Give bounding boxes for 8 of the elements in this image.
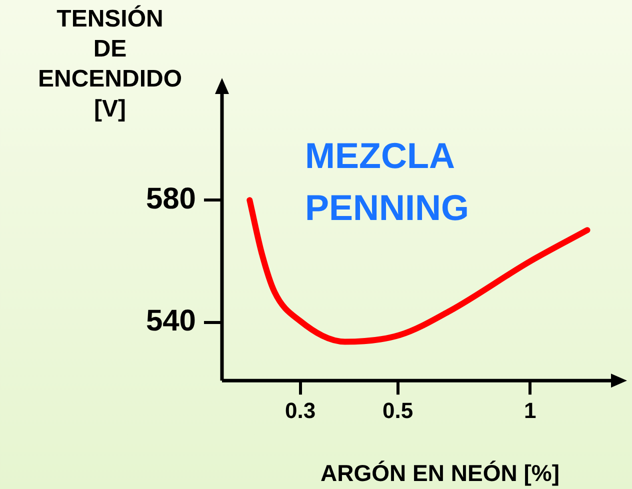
x-tick-label: 0.5	[382, 398, 414, 423]
x-axis-title: ARGÓN EN NEÓN [%]	[320, 460, 560, 486]
y-tick-label: 580	[146, 182, 196, 216]
x-tick-label: 0.3	[285, 398, 316, 423]
annotation: MEZCLA PENNING	[305, 134, 470, 228]
x-tick-label: 1	[524, 398, 536, 423]
y-axis-title: TENSIÓN DE ENCENDIDO [V]	[38, 4, 182, 123]
y-tick-label: 540	[146, 304, 196, 338]
